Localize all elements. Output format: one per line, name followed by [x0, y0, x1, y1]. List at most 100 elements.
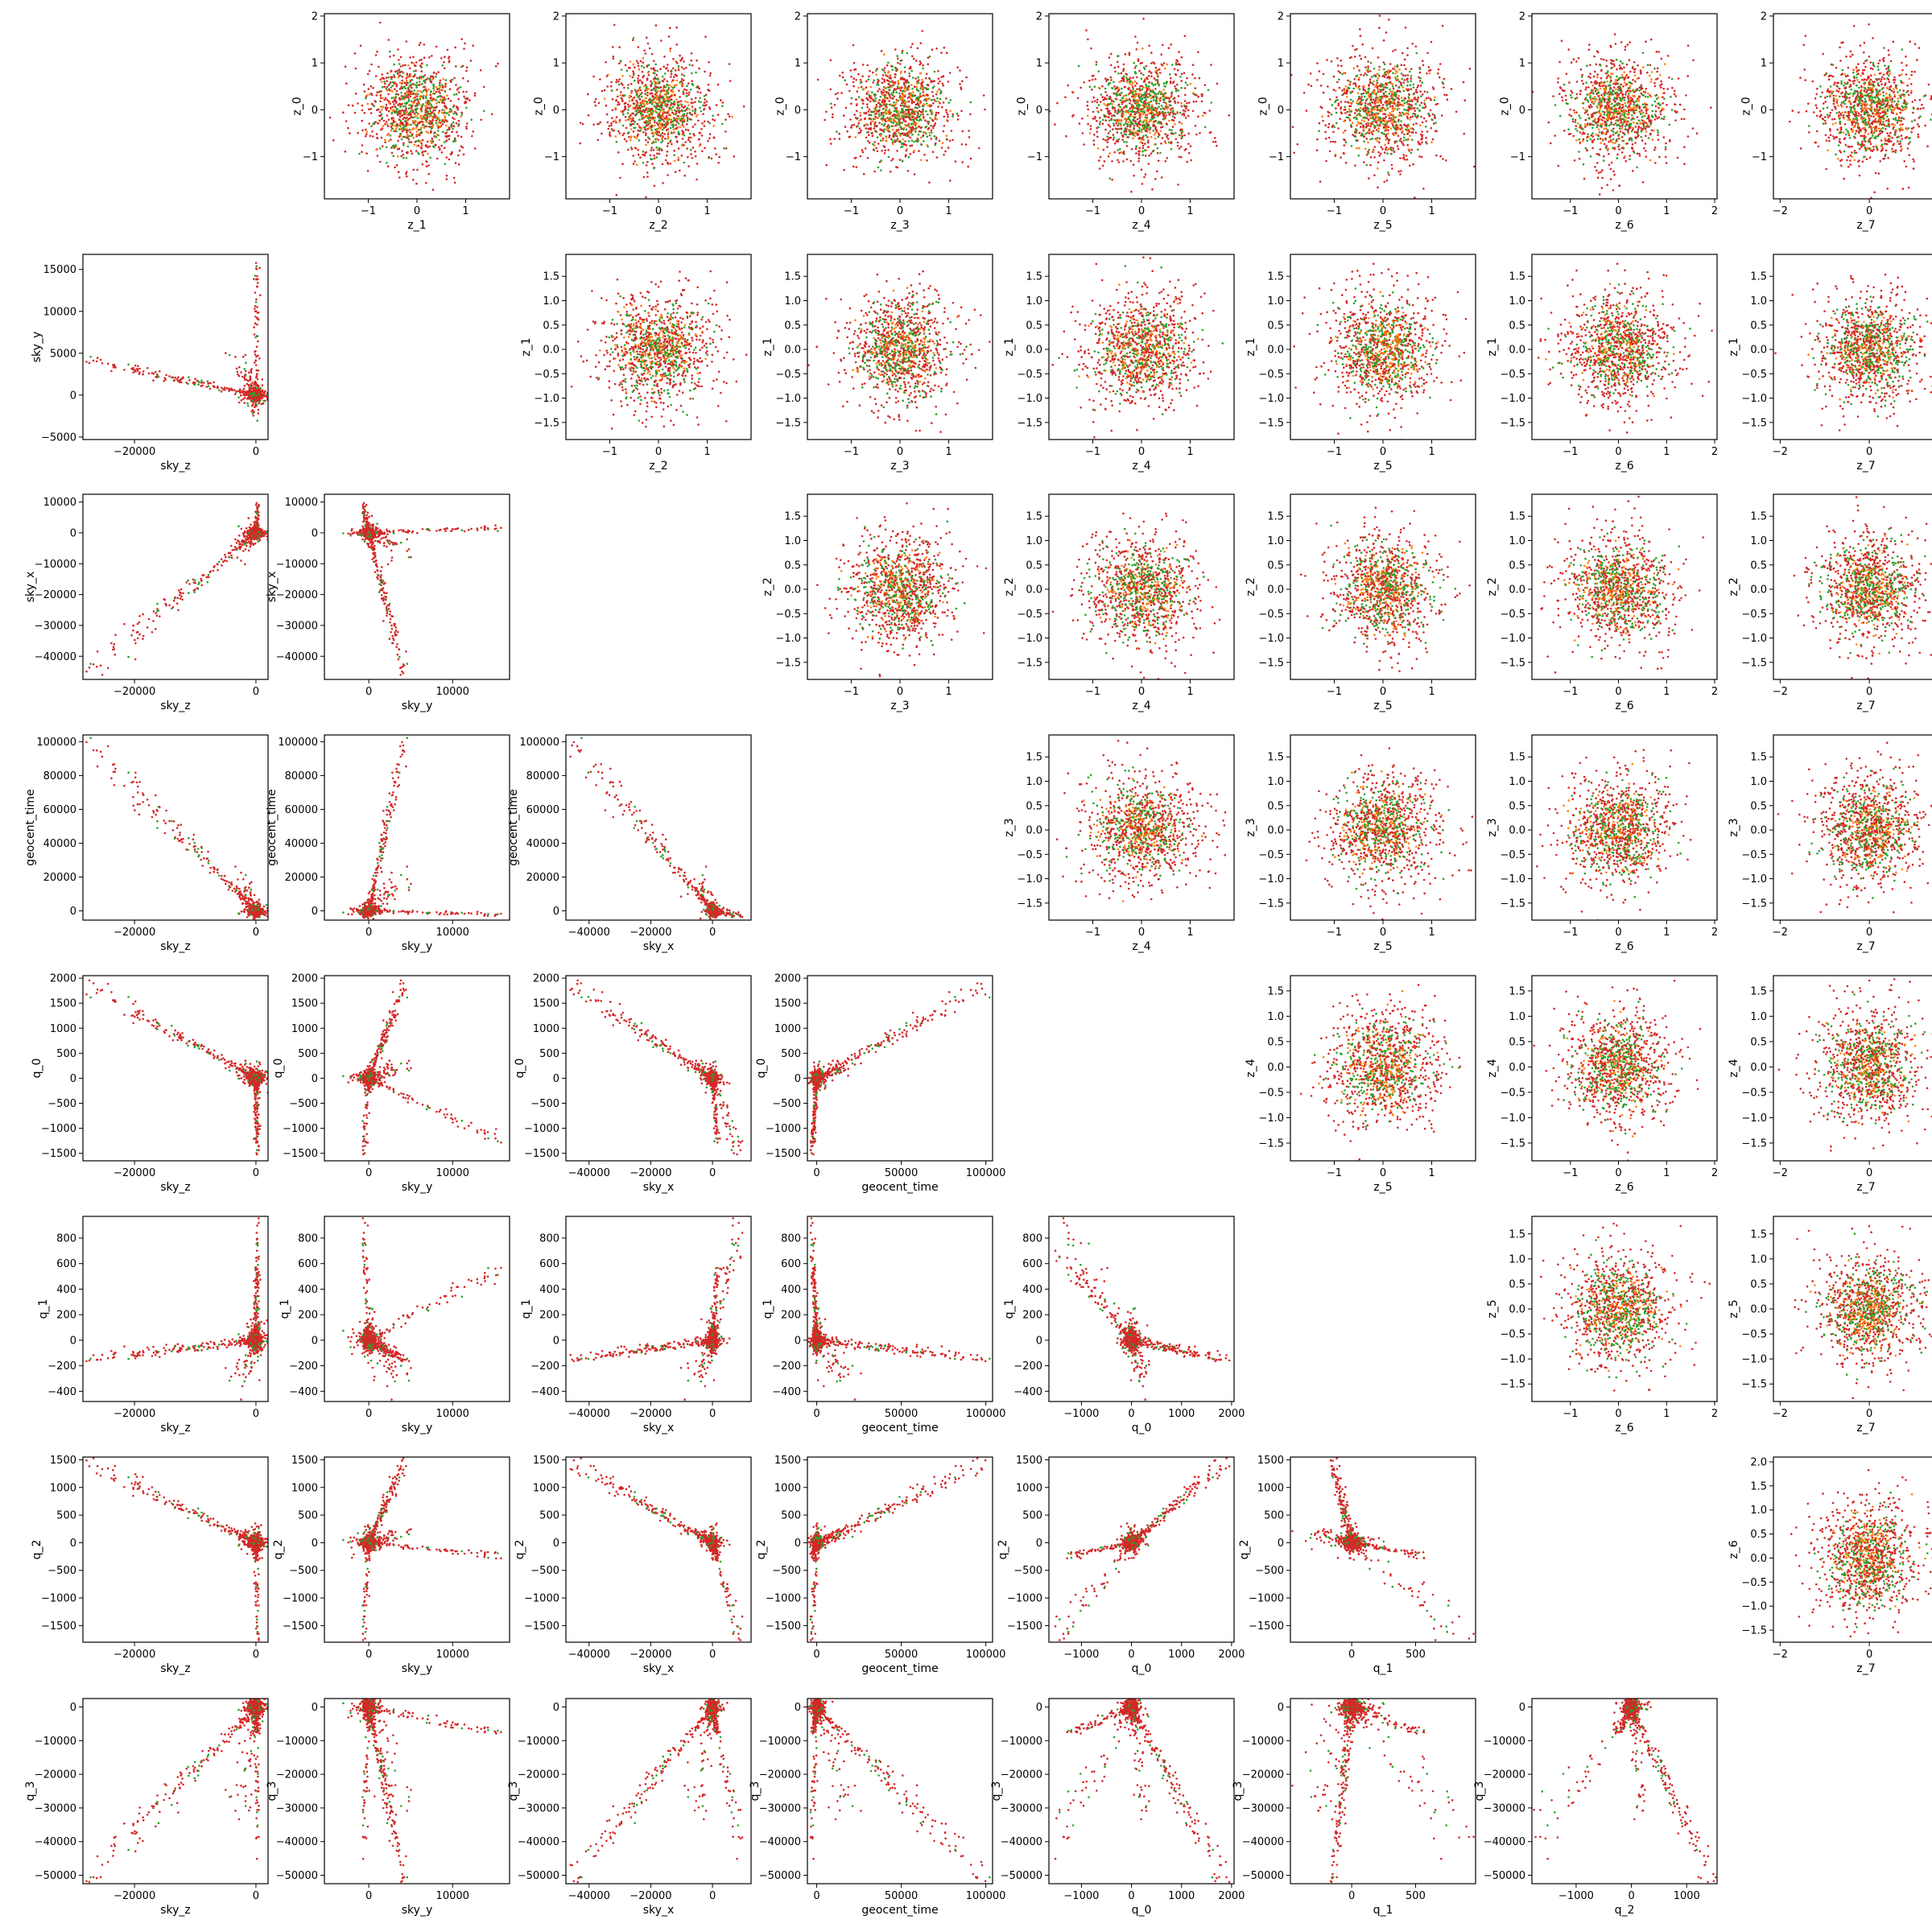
scatter-point [112, 646, 115, 648]
scatter-point [254, 300, 258, 303]
scatter-point [386, 898, 388, 900]
scatter-point [375, 874, 378, 877]
scatter-point [88, 667, 91, 669]
x-tick-label: −20000 [114, 686, 155, 698]
scatter-point [180, 595, 183, 598]
y-tick-label: −40000 [276, 651, 318, 663]
scatter-point [138, 615, 141, 617]
scatter-point [246, 890, 249, 892]
scatter-point [254, 364, 258, 366]
y-axis-label: geocent_time [266, 789, 279, 865]
scatter-point [243, 392, 246, 395]
scatter-point [380, 566, 383, 568]
scatter-point [243, 396, 246, 399]
scatter-point [200, 851, 203, 853]
scatter-point [182, 592, 184, 595]
scatter-point [250, 390, 254, 393]
scatter-point [365, 526, 369, 529]
scatter-point [175, 378, 179, 381]
scatter-point [374, 551, 377, 555]
scatter-point [235, 542, 238, 544]
scatter-point [243, 535, 246, 538]
scatter-point [358, 905, 361, 907]
x-tick-label: 10000 [436, 686, 469, 698]
scatter-point [382, 832, 386, 834]
scatter-point [127, 655, 130, 658]
scatter-point [155, 375, 157, 378]
scatter-point [386, 805, 389, 808]
scatter-point [436, 530, 438, 532]
scatter-point [402, 750, 406, 753]
scatter-point [247, 905, 250, 907]
scatter-point [378, 855, 381, 858]
scatter-point [252, 905, 255, 907]
scatter-point [152, 379, 155, 382]
scatter-point [258, 539, 262, 542]
scatter-point [248, 371, 250, 374]
scatter-point [137, 785, 139, 788]
scatter-point [197, 383, 200, 386]
scatter-point [377, 569, 379, 572]
scatter-point [233, 546, 237, 548]
scatter-point [171, 819, 173, 823]
scatter-point [398, 771, 401, 774]
scatter-point [197, 855, 200, 858]
scatter-point [383, 592, 386, 595]
scatter-point [137, 365, 139, 368]
scatter-point [192, 838, 195, 840]
scatter-point [99, 358, 102, 361]
scatter-point [476, 527, 479, 530]
scatter-point [163, 380, 165, 382]
scatter-point [265, 394, 268, 396]
scatter-point [246, 531, 249, 535]
scatter-point [237, 401, 241, 404]
scatter-point [374, 871, 377, 874]
scatter-point [200, 382, 203, 384]
scatter-point [180, 592, 182, 595]
scatter-point [382, 620, 385, 622]
scatter-point [390, 541, 393, 543]
scatter-point [266, 535, 268, 538]
scatter-point [142, 801, 144, 803]
scatter-point [377, 905, 380, 908]
scatter-point [411, 910, 414, 914]
scatter-point [262, 390, 264, 394]
scatter-point [192, 578, 195, 581]
scatter-point [251, 409, 254, 411]
scatter-point [374, 535, 377, 538]
scatter-point [253, 908, 256, 910]
scatter-point [452, 528, 454, 530]
scatter-point [106, 667, 109, 670]
scatter-point [252, 387, 255, 390]
scatter-point [228, 555, 231, 559]
scatter-point [256, 903, 259, 906]
scatter-point [381, 532, 384, 535]
scatter-point [257, 282, 259, 284]
y-tick-label: 60000 [43, 804, 76, 816]
scatter-point [265, 911, 268, 914]
scatter-point [242, 387, 246, 390]
scatter-point [480, 911, 482, 914]
scatter-point [180, 588, 183, 591]
y-tick-label: 40000 [285, 838, 318, 850]
scatter-point [243, 377, 246, 379]
scatter-point [222, 878, 225, 881]
scatter-point [178, 840, 180, 842]
scatter-point [355, 907, 358, 910]
scatter-point [246, 897, 248, 899]
y-tick-label: −20000 [276, 589, 318, 601]
scatter-point [253, 361, 256, 364]
scatter-point [387, 608, 390, 610]
scatter-point [407, 889, 411, 891]
scatter-point [256, 334, 258, 337]
scatter-point [384, 595, 386, 598]
scatter-point [247, 897, 250, 900]
scatter-point [208, 387, 212, 390]
scatter-point [135, 781, 138, 784]
scatter-point [256, 373, 258, 375]
scatter-point [407, 886, 411, 889]
scatter-point [370, 543, 374, 547]
scatter-point [163, 598, 165, 601]
scatter-point [254, 304, 257, 308]
scatter-point [244, 353, 247, 357]
